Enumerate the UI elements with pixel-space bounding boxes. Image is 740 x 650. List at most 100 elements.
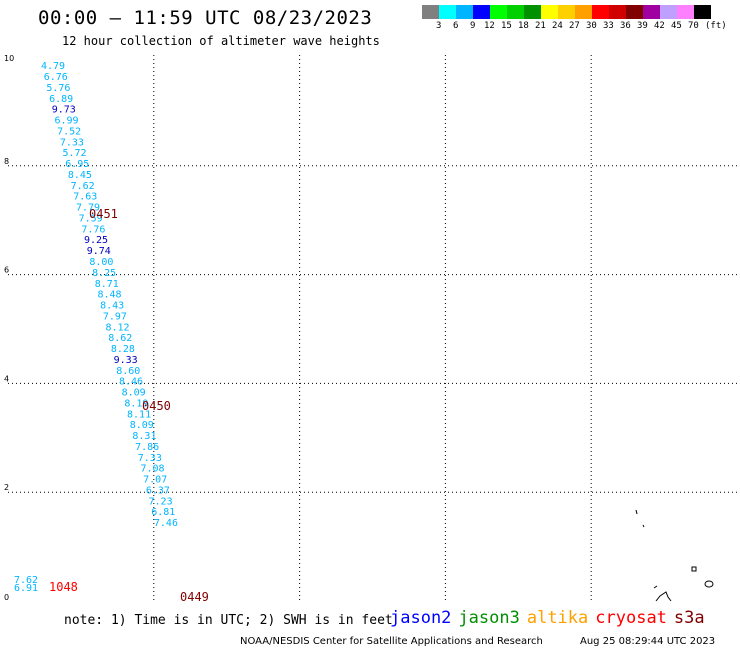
coast-mark [691,566,697,572]
wave-height-value: 5.72 [63,148,87,159]
wave-height-value: 8.09 [122,388,146,399]
map-subtitle: 12 hour collection of altimeter wave hei… [62,34,380,48]
note-text: note: 1) Time is in UTC; 2) SWH is in fe… [64,613,393,628]
wave-height-value: 7.59 [79,213,103,224]
y-tick-label: 6 [4,266,9,275]
color-swatch [541,5,558,19]
satellite-legend-item: jason3 [458,608,520,628]
wave-height-value: 8.60 [116,366,140,377]
island-outline [704,580,714,588]
wave-height-value: 8.45 [68,170,92,181]
pass-time-label: 1048 [49,580,78,594]
color-scale-label: 9 [470,21,476,31]
wave-height-value: 7.76 [81,224,105,235]
wave-height-value: 8.43 [100,301,124,312]
wave-height-value: 9.73 [52,105,76,116]
footer-credit: NOAA/NESDIS Center for Satellite Applica… [240,636,543,647]
x-tick-label: -96 [439,604,452,605]
color-scale-label: 33 [603,21,614,31]
color-swatch [524,5,541,19]
color-scale-label: 45 [671,21,682,31]
wave-height-value: 9.33 [114,355,138,366]
satellite-legend-item: s3a [673,608,705,628]
wave-height-value: 8.31 [132,431,156,442]
color-swatch [575,5,592,19]
wave-height-value: 7.79 [76,203,100,214]
wave-height-value: 5.76 [46,83,70,94]
color-swatch [558,5,575,19]
x-tick-label: -90 [727,604,740,605]
color-swatch [694,5,711,19]
color-swatch [456,5,473,19]
color-scale-label: 12 [484,21,495,31]
color-scale-label: 18 [518,21,529,31]
wave-height-value: 8.11 [127,409,151,420]
wave-height-value: 8.46 [119,377,143,388]
color-scale-label: 6 [453,21,459,31]
x-tick-label: -105 [0,604,18,605]
wave-height-map: -105 -102 -99 -96 -93 -90 10 8 6 4 2 0 4.796.765.76… [0,54,740,605]
wave-height-value: 6.89 [49,94,73,105]
wave-height-value: 7.52 [57,126,81,137]
wave-height-value: 6.99 [54,116,78,127]
axis-ticks: -105 -102 -99 -96 -93 -90 10 8 6 4 2 0 [0,54,740,605]
wave-height-value: 8.00 [89,257,113,268]
wave-height-value: 7.23 [149,496,173,507]
color-scale-label: 30 [586,21,597,31]
color-scale-label: 3 [436,21,442,31]
wave-height-value: 6.81 [151,507,175,518]
satellite-legend-item: altika [526,608,589,628]
satellite-legend-item: jason2 [390,608,452,628]
y-tick-label: 8 [4,157,9,166]
color-scale-label: 36 [620,21,631,31]
wave-height-value: 6.91 [14,583,38,594]
wave-height-value: 8.25 [92,268,116,279]
color-scale-bar [422,5,711,19]
wave-height-value: 6.37 [146,485,170,496]
coastline-outline [655,591,672,602]
satellite-legend-item: cryosat [595,608,667,628]
wave-height-value: 8.12 [106,322,130,333]
pass-time-label: 0449 [180,590,209,604]
color-scale-label: 24 [552,21,563,31]
wave-height-value: 4.79 [41,61,65,72]
wave-height-value: 7.62 [71,181,95,192]
coast-mark [635,509,638,515]
color-swatch [490,5,507,19]
color-swatch [660,5,677,19]
y-tick-label: 10 [4,54,14,63]
coast-mark [653,585,658,589]
color-scale-label: 39 [637,21,648,31]
wave-height-value: 7.46 [154,518,178,529]
satellite-legend: jason2 jason3 altika cryosat s3a [390,608,712,628]
wave-height-value: 7.97 [103,311,127,322]
wave-height-value: 8.48 [97,290,121,301]
wave-height-value: 8.28 [111,344,135,355]
color-scale-label: 15 [501,21,512,31]
y-tick-label: 2 [4,483,9,492]
color-scale-label: 27 [569,21,580,31]
wave-height-value: 8.09 [130,420,154,431]
color-swatch [592,5,609,19]
coastline [635,509,714,602]
color-scale-unit: (ft) [705,21,727,31]
y-tick-label: 0 [4,593,9,602]
footer-timestamp: Aug 25 08:29:44 UTC 2023 [580,636,716,647]
wave-height-value: 7.07 [143,475,167,486]
color-swatch [626,5,643,19]
pass-time-label: 0451 [89,207,118,221]
wave-height-value: 7.33 [138,453,162,464]
y-tick-label: 4 [4,374,9,383]
wave-height-value: 7.33 [60,137,84,148]
color-scale-labels: 3 6 9 12 15 18 21 24 27 30 33 36 39 42 45 70 (ft) [422,21,740,33]
color-scale-label: 42 [654,21,665,31]
wave-height-value: 8.71 [95,279,119,290]
map-title: 00:00 – 11:59 UTC 08/23/2023 [38,7,373,29]
wave-height-value: 7.62 [14,575,38,586]
x-tick-label: -102 [145,604,163,605]
wave-height-value: 6.76 [44,72,68,83]
wave-height-value: 6.95 [65,159,89,170]
wave-height-value: 7.08 [140,464,164,475]
color-swatch [677,5,694,19]
color-scale-label: 70 [688,21,699,31]
